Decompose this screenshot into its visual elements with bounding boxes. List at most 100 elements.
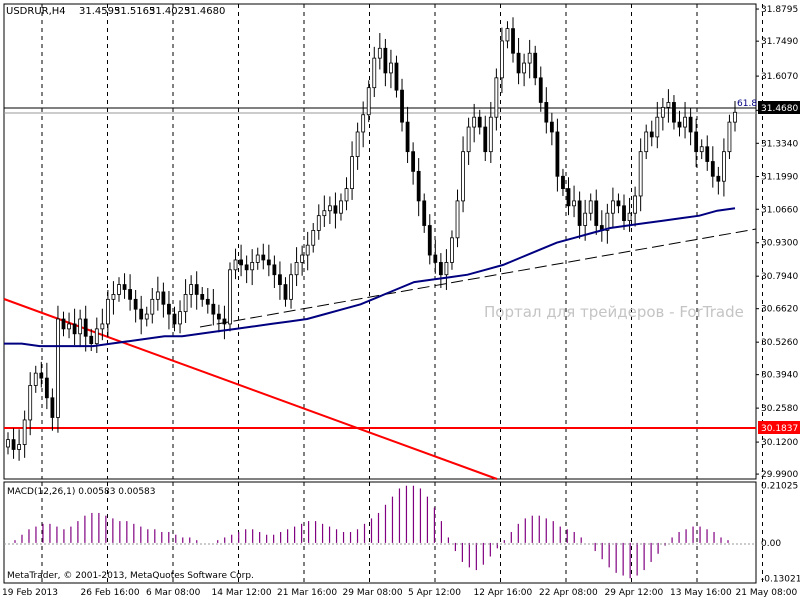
candle-body [322, 210, 327, 217]
candle-body [178, 311, 182, 325]
time-tick-label: 5 Apr 12:00 [408, 588, 461, 598]
price-axis: 31.8795 31.7490 31.6070 31.4680 31.3340 31.19… [756, 5, 798, 480]
candle-body [50, 397, 55, 418]
candle-body [250, 262, 255, 271]
candle-body [538, 77, 543, 103]
time-tick-label: 12 Apr 16:00 [474, 588, 533, 598]
candle-body [289, 274, 293, 300]
candle-body [516, 52, 521, 74]
price-tick-label: 30.6620 [761, 305, 798, 315]
candle-body [505, 28, 510, 42]
candle-body [710, 161, 715, 177]
candle-body [683, 116, 687, 128]
time-axis: 19 Feb 2013 26 Feb 16:00 6 Mar 08:00 14 Mar… [2, 588, 797, 598]
candle-body [155, 291, 160, 300]
level-price-badge [758, 421, 800, 434]
candle-body [189, 284, 194, 295]
candle-body [438, 262, 443, 276]
candle-body [200, 294, 205, 300]
candle-body [688, 116, 693, 133]
price-tick-label: 31.8795 [761, 5, 798, 15]
candle-body [566, 188, 571, 207]
price-tick-label: 31.6070 [761, 72, 798, 82]
moving-average-line [4, 207, 736, 348]
fib-level-label: 61.8 [737, 99, 757, 109]
candle-body [477, 116, 482, 128]
candle-body [427, 225, 432, 256]
candle-body [122, 284, 127, 290]
candle-body [311, 230, 316, 246]
candle-body [588, 200, 593, 214]
candle-body [722, 151, 726, 182]
candle-body [117, 284, 121, 295]
macd-tick-label: 0.21025 [761, 482, 798, 492]
candle-body [339, 200, 343, 214]
candle-body [183, 294, 188, 313]
candle-body [466, 126, 471, 153]
level-price-badge-text: 30.1837 [761, 424, 798, 434]
candle-body [611, 200, 615, 214]
time-tick-label: 13 May 16:00 [670, 588, 732, 598]
candle-body [72, 323, 77, 335]
macd-axis: 0.21025 0.00 -0.13021 [761, 482, 800, 585]
time-tick-label: 26 Feb 16:00 [81, 588, 140, 598]
dashed-support-trendline[interactable] [199, 228, 757, 328]
price-tick-label: 30.9300 [761, 239, 798, 249]
candle-body [211, 303, 216, 315]
candle-body [633, 195, 638, 214]
candle-body [61, 318, 66, 330]
candle-body [522, 62, 527, 74]
candle-body [161, 291, 166, 305]
time-tick-label: 21 Mar 16:00 [277, 588, 337, 598]
candle-body [316, 215, 321, 231]
candle-body [494, 77, 499, 118]
candle-body [733, 111, 737, 123]
candle-body [11, 439, 16, 450]
candle-body [39, 372, 44, 379]
time-tick-label: 29 Mar 08:00 [343, 588, 403, 598]
candle-body [22, 419, 27, 445]
candle-body [644, 131, 649, 153]
time-tick-label: 22 Apr 08:00 [539, 588, 598, 598]
macd-panel-frame [3, 481, 757, 584]
candle-body [139, 308, 144, 320]
candle-body [555, 131, 560, 177]
candle-body [544, 102, 549, 123]
current-price-badge-text: 31.4680 [761, 104, 798, 114]
candle-body [500, 40, 504, 79]
candle-body [355, 131, 360, 157]
candle-body [283, 284, 288, 300]
candle-body [344, 188, 349, 202]
candle-body [172, 313, 177, 325]
price-tick-label: 30.2580 [761, 404, 798, 414]
candle-body [622, 205, 626, 221]
candle-body [350, 156, 354, 189]
candle-body [455, 200, 460, 239]
symbol-label: USDRUR,H4 [6, 6, 66, 17]
candle-body [699, 146, 704, 153]
candle-body [411, 151, 416, 172]
candle-body [627, 212, 632, 221]
candle-body [405, 121, 410, 153]
time-tick-label: 14 Mar 12:00 [212, 588, 272, 598]
price-tick-label: 30.3940 [761, 371, 798, 381]
candle-body [461, 151, 465, 202]
candle-body [327, 205, 332, 212]
candlestick-series[interactable] [6, 17, 737, 461]
candle-body [527, 52, 532, 64]
candle-body [394, 62, 399, 91]
candle-body [278, 274, 282, 285]
price-tick-label: 30.7940 [761, 272, 798, 282]
candle-body [660, 106, 665, 118]
copyright-text: MetaTrader, © 2001-2013, MetaQuotes Soft… [7, 571, 254, 581]
candle-body [377, 47, 382, 59]
time-tick-label: 21 May 08:00 [736, 588, 798, 598]
low-value: 31.4025 [149, 6, 190, 17]
candle-body [483, 126, 488, 153]
candle-body [128, 289, 132, 300]
price-panel-frame [3, 3, 757, 480]
candle-body [28, 385, 33, 421]
candle-body [205, 298, 210, 305]
